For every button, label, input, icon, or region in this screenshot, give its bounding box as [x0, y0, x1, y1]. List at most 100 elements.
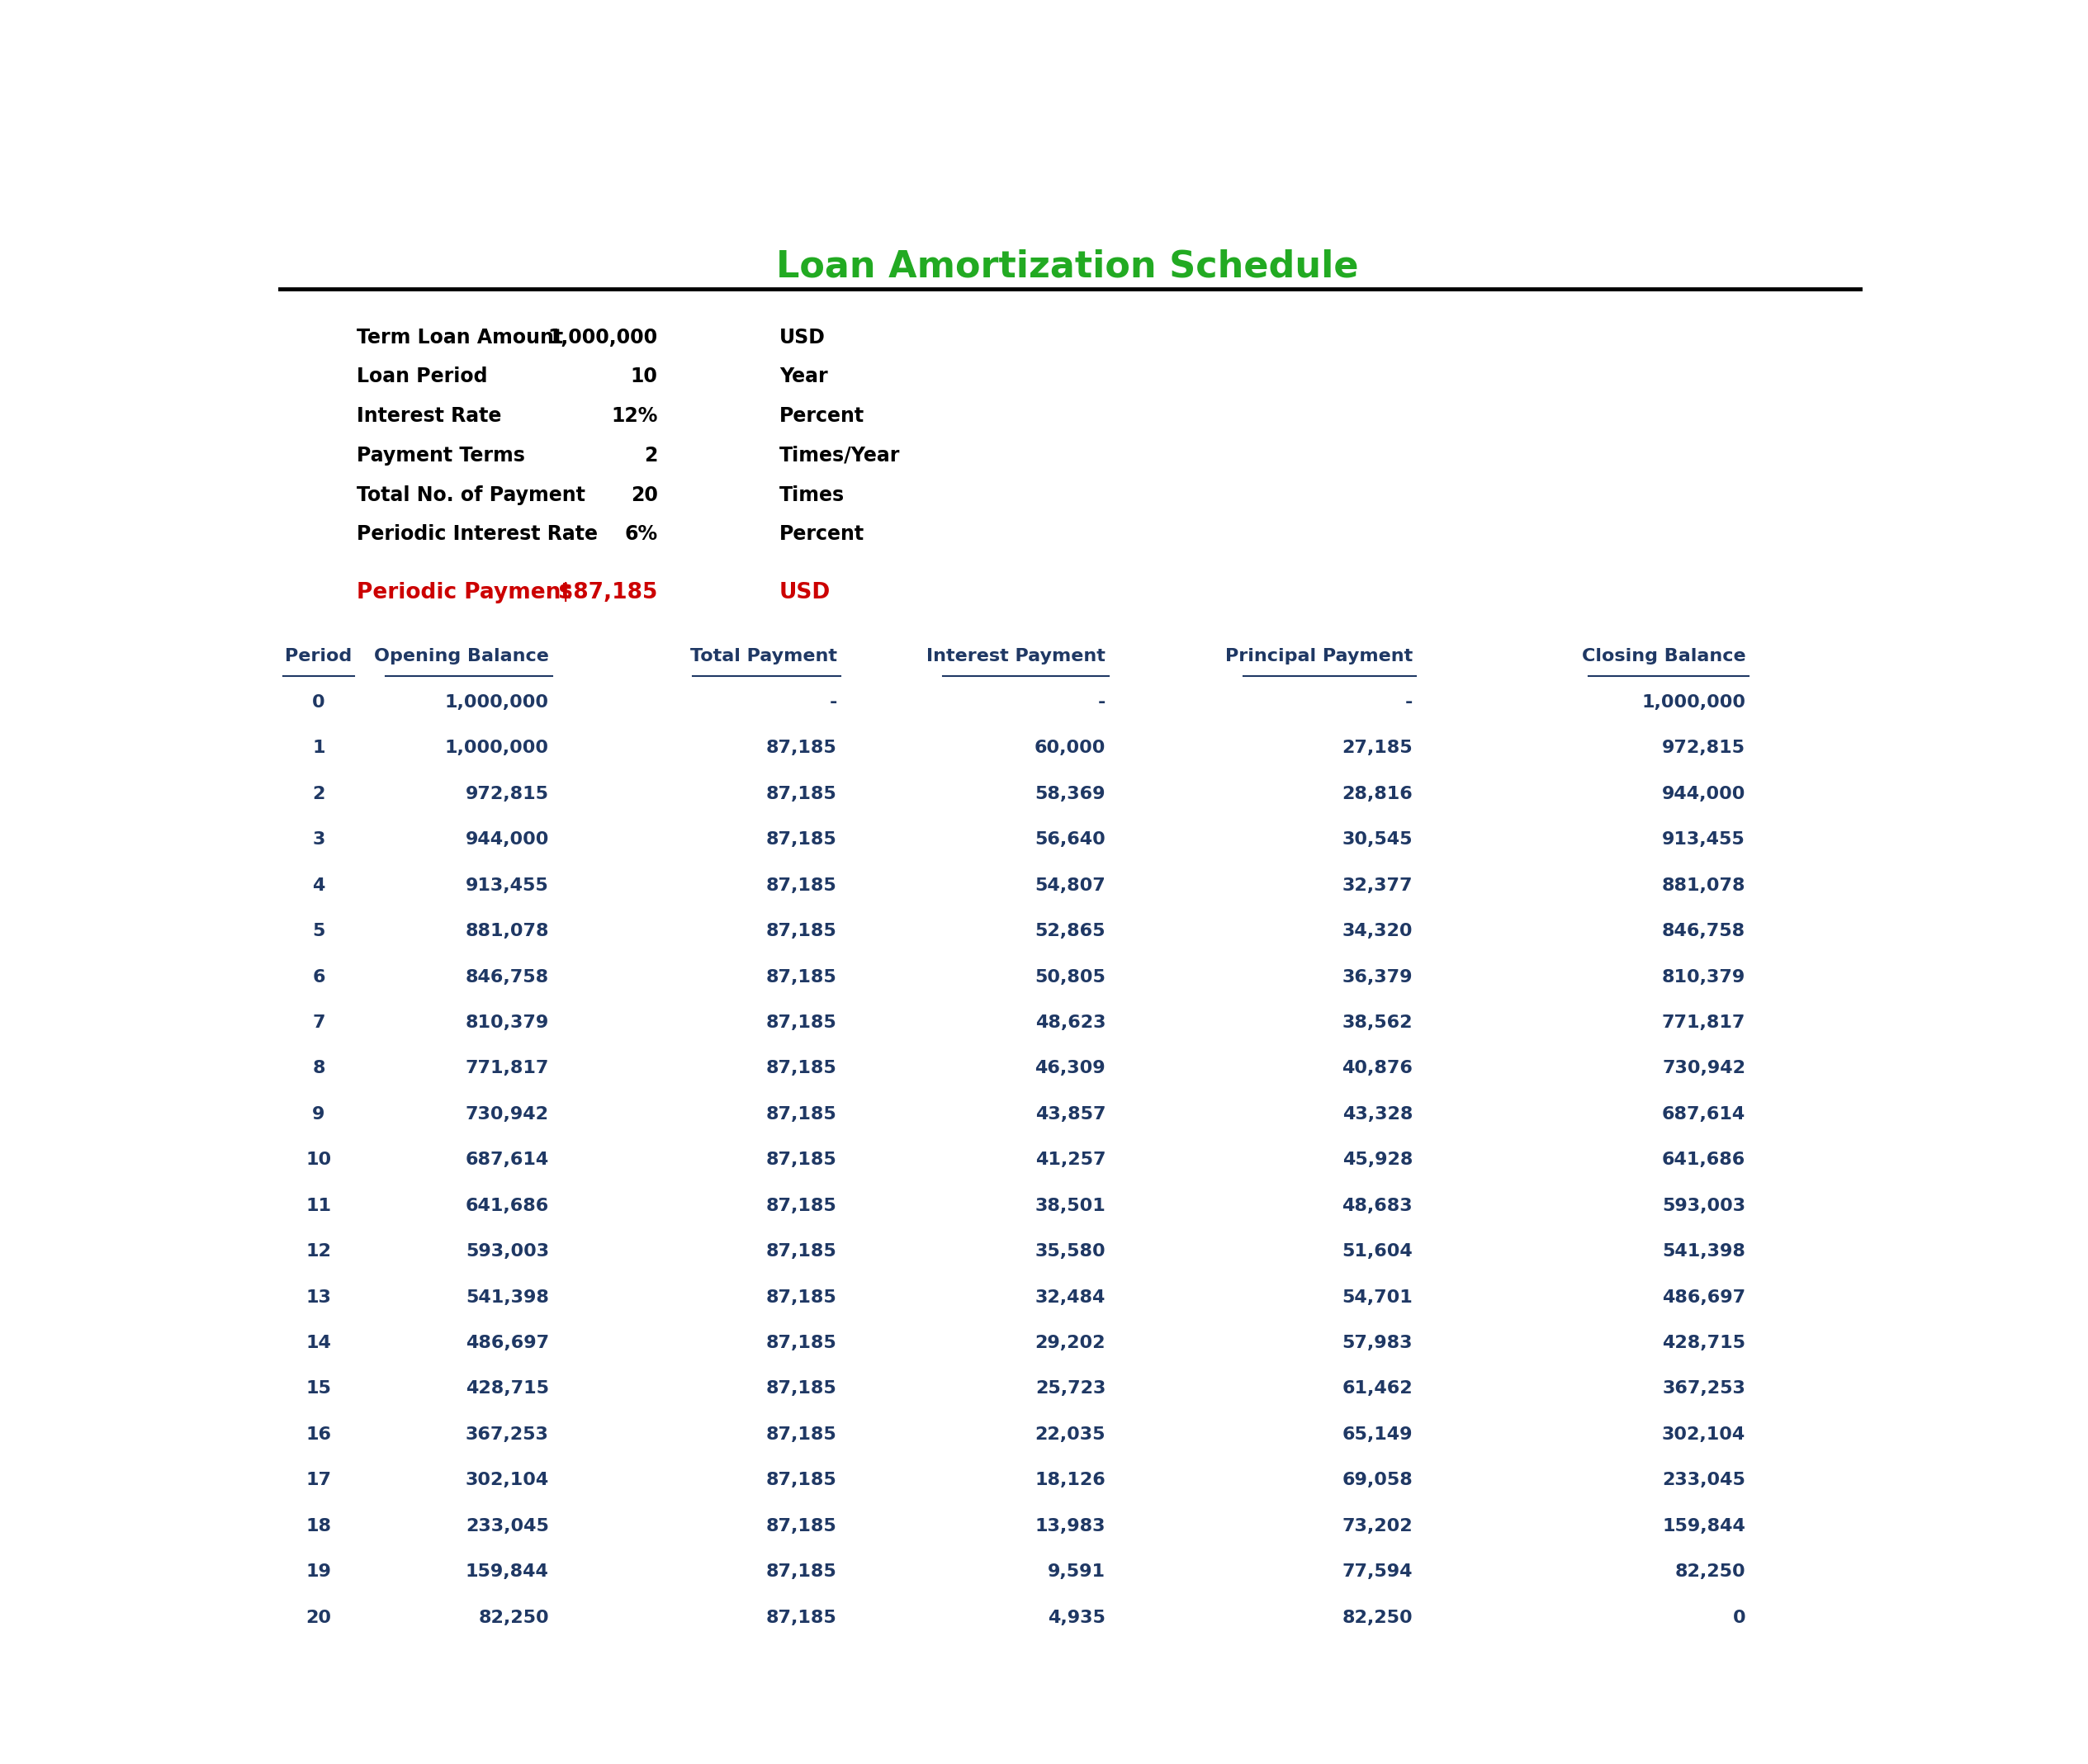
Text: 593,003: 593,003 — [466, 1244, 549, 1259]
Text: 730,942: 730,942 — [466, 1106, 549, 1122]
Text: 34,320: 34,320 — [1343, 923, 1414, 940]
Text: Term Loan Amount: Term Loan Amount — [357, 328, 564, 348]
Text: 12%: 12% — [612, 406, 658, 425]
Text: 87,185: 87,185 — [766, 831, 837, 848]
Text: Times: Times — [779, 485, 846, 505]
Text: 41,257: 41,257 — [1036, 1152, 1107, 1168]
Text: 48,683: 48,683 — [1343, 1198, 1414, 1214]
Text: 159,844: 159,844 — [1662, 1517, 1746, 1535]
Text: 233,045: 233,045 — [466, 1517, 549, 1535]
Text: 30,545: 30,545 — [1343, 831, 1414, 848]
Text: 846,758: 846,758 — [466, 968, 549, 984]
Text: 3: 3 — [313, 831, 326, 848]
Text: 87,185: 87,185 — [766, 1335, 837, 1351]
Text: 82,250: 82,250 — [1343, 1609, 1414, 1626]
Text: Percent: Percent — [779, 406, 864, 425]
Text: 12: 12 — [305, 1244, 332, 1259]
Text: 18,126: 18,126 — [1036, 1473, 1107, 1489]
Text: 73,202: 73,202 — [1343, 1517, 1414, 1535]
Text: 38,501: 38,501 — [1036, 1198, 1107, 1214]
Text: 944,000: 944,000 — [1662, 785, 1746, 803]
Text: 486,697: 486,697 — [1662, 1289, 1746, 1305]
Text: 944,000: 944,000 — [466, 831, 549, 848]
Text: 233,045: 233,045 — [1662, 1473, 1746, 1489]
Text: Period: Period — [286, 649, 353, 665]
Text: 38,562: 38,562 — [1343, 1014, 1414, 1030]
Text: 46,309: 46,309 — [1036, 1060, 1107, 1076]
Text: 13,983: 13,983 — [1036, 1517, 1107, 1535]
Text: 8: 8 — [313, 1060, 326, 1076]
Text: 58,369: 58,369 — [1036, 785, 1107, 803]
Text: 4,935: 4,935 — [1048, 1609, 1107, 1626]
Text: 10: 10 — [631, 367, 658, 386]
Text: 60,000: 60,000 — [1034, 739, 1107, 757]
Text: Closing Balance: Closing Balance — [1581, 649, 1746, 665]
Text: 43,857: 43,857 — [1036, 1106, 1107, 1122]
Text: 1,000,000: 1,000,000 — [445, 693, 549, 711]
Text: USD: USD — [779, 328, 825, 348]
Text: 0: 0 — [311, 693, 326, 711]
Text: Interest Rate: Interest Rate — [357, 406, 501, 425]
Text: 87,185: 87,185 — [766, 1244, 837, 1259]
Text: 25,723: 25,723 — [1036, 1381, 1107, 1397]
Text: 9: 9 — [313, 1106, 326, 1122]
Text: 54,701: 54,701 — [1343, 1289, 1414, 1305]
Text: 641,686: 641,686 — [466, 1198, 549, 1214]
Text: 87,185: 87,185 — [766, 923, 837, 940]
Text: USD: USD — [779, 582, 831, 603]
Text: 302,104: 302,104 — [1662, 1427, 1746, 1443]
Text: 52,865: 52,865 — [1036, 923, 1107, 940]
Text: 1,000,000: 1,000,000 — [445, 739, 549, 757]
Text: 57,983: 57,983 — [1343, 1335, 1414, 1351]
Text: 35,580: 35,580 — [1036, 1244, 1107, 1259]
Text: Year: Year — [779, 367, 827, 386]
Text: 45,928: 45,928 — [1343, 1152, 1414, 1168]
Text: 87,185: 87,185 — [766, 1152, 837, 1168]
Text: 87,185: 87,185 — [766, 1517, 837, 1535]
Text: 61,462: 61,462 — [1343, 1381, 1414, 1397]
Text: 6: 6 — [313, 968, 326, 984]
Text: 65,149: 65,149 — [1343, 1427, 1414, 1443]
Text: 87,185: 87,185 — [766, 739, 837, 757]
Text: 20: 20 — [631, 485, 658, 505]
Text: 87,185: 87,185 — [766, 1427, 837, 1443]
Text: 50,805: 50,805 — [1036, 968, 1107, 984]
Text: Percent: Percent — [779, 524, 864, 545]
Text: 18: 18 — [305, 1517, 332, 1535]
Text: 641,686: 641,686 — [1662, 1152, 1746, 1168]
Text: 77,594: 77,594 — [1343, 1563, 1414, 1581]
Text: 87,185: 87,185 — [766, 968, 837, 984]
Text: Periodic Interest Rate: Periodic Interest Rate — [357, 524, 597, 545]
Text: Total No. of Payment: Total No. of Payment — [357, 485, 585, 505]
Text: 4: 4 — [313, 877, 326, 894]
Text: Loan Amortization Schedule: Loan Amortization Schedule — [777, 249, 1359, 284]
Text: 1,000,000: 1,000,000 — [1641, 693, 1746, 711]
Text: 5: 5 — [313, 923, 326, 940]
Text: 87,185: 87,185 — [766, 1198, 837, 1214]
Text: 17: 17 — [305, 1473, 332, 1489]
Text: 87,185: 87,185 — [766, 877, 837, 894]
Text: 87,185: 87,185 — [766, 1289, 837, 1305]
Text: Opening Balance: Opening Balance — [374, 649, 549, 665]
Text: 428,715: 428,715 — [466, 1381, 549, 1397]
Text: 881,078: 881,078 — [466, 923, 549, 940]
Text: 593,003: 593,003 — [1662, 1198, 1746, 1214]
Text: 810,379: 810,379 — [1662, 968, 1746, 984]
Text: 2: 2 — [313, 785, 326, 803]
Text: 87,185: 87,185 — [766, 1014, 837, 1030]
Text: 28,816: 28,816 — [1343, 785, 1414, 803]
Text: 87,185: 87,185 — [766, 1609, 837, 1626]
Text: 771,817: 771,817 — [1662, 1014, 1746, 1030]
Text: 159,844: 159,844 — [466, 1563, 549, 1581]
Text: 82,250: 82,250 — [1675, 1563, 1746, 1581]
Text: 15: 15 — [305, 1381, 332, 1397]
Text: 913,455: 913,455 — [1662, 831, 1746, 848]
Text: 32,377: 32,377 — [1343, 877, 1414, 894]
Text: 972,815: 972,815 — [466, 785, 549, 803]
Text: 10: 10 — [305, 1152, 332, 1168]
Text: 2: 2 — [645, 446, 658, 466]
Text: -: - — [1405, 693, 1414, 711]
Text: 51,604: 51,604 — [1343, 1244, 1414, 1259]
Text: 881,078: 881,078 — [1662, 877, 1746, 894]
Text: 7: 7 — [313, 1014, 326, 1030]
